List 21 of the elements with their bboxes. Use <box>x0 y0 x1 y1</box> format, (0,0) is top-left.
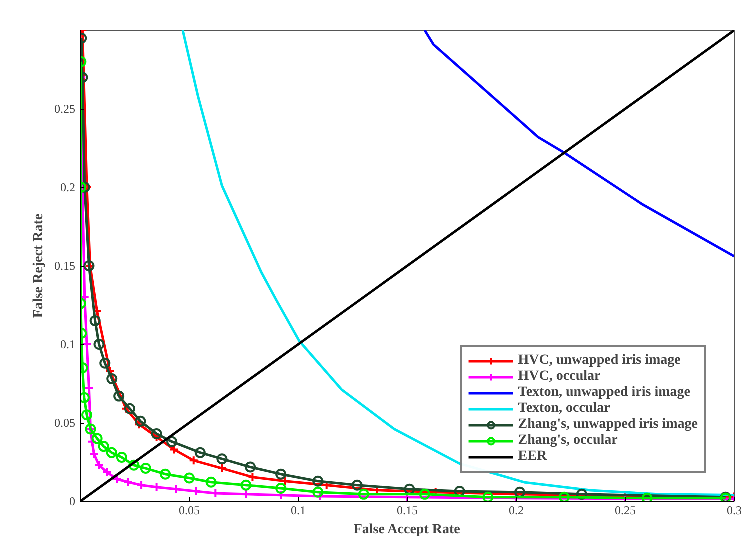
y-tick-label: 0.2 <box>60 180 76 194</box>
x-tick-label: 0.2 <box>509 504 524 518</box>
x-tick-label: 0.3 <box>727 504 742 518</box>
y-tick-label: 0 <box>70 494 76 508</box>
legend-label: Texton, unwapped iris image <box>518 385 690 401</box>
x-tick-label: 0.1 <box>291 504 306 518</box>
legend-label: EER <box>518 449 548 465</box>
legend-label: Texton, occular <box>518 401 610 417</box>
y-tick-label: 0.15 <box>54 259 76 273</box>
legend-label: HVC, unwapped iris image <box>518 353 681 369</box>
legend-label: Zhang's, unwapped iris image <box>518 417 698 433</box>
legend-label: HVC, occular <box>518 369 601 385</box>
y-tick-label: 0.1 <box>60 338 76 352</box>
y-axis-title: False Reject Rate <box>32 214 46 318</box>
legend-label: Zhang's, occular <box>518 433 618 449</box>
x-tick-label: 0.25 <box>615 504 636 518</box>
x-axis-title: False Accept Rate <box>354 522 460 538</box>
x-tick-label: 0.15 <box>397 504 418 518</box>
y-tick-label: 0.05 <box>54 416 76 430</box>
y-tick-label: 0.25 <box>54 102 76 116</box>
x-tick-label: 0.05 <box>179 504 200 518</box>
